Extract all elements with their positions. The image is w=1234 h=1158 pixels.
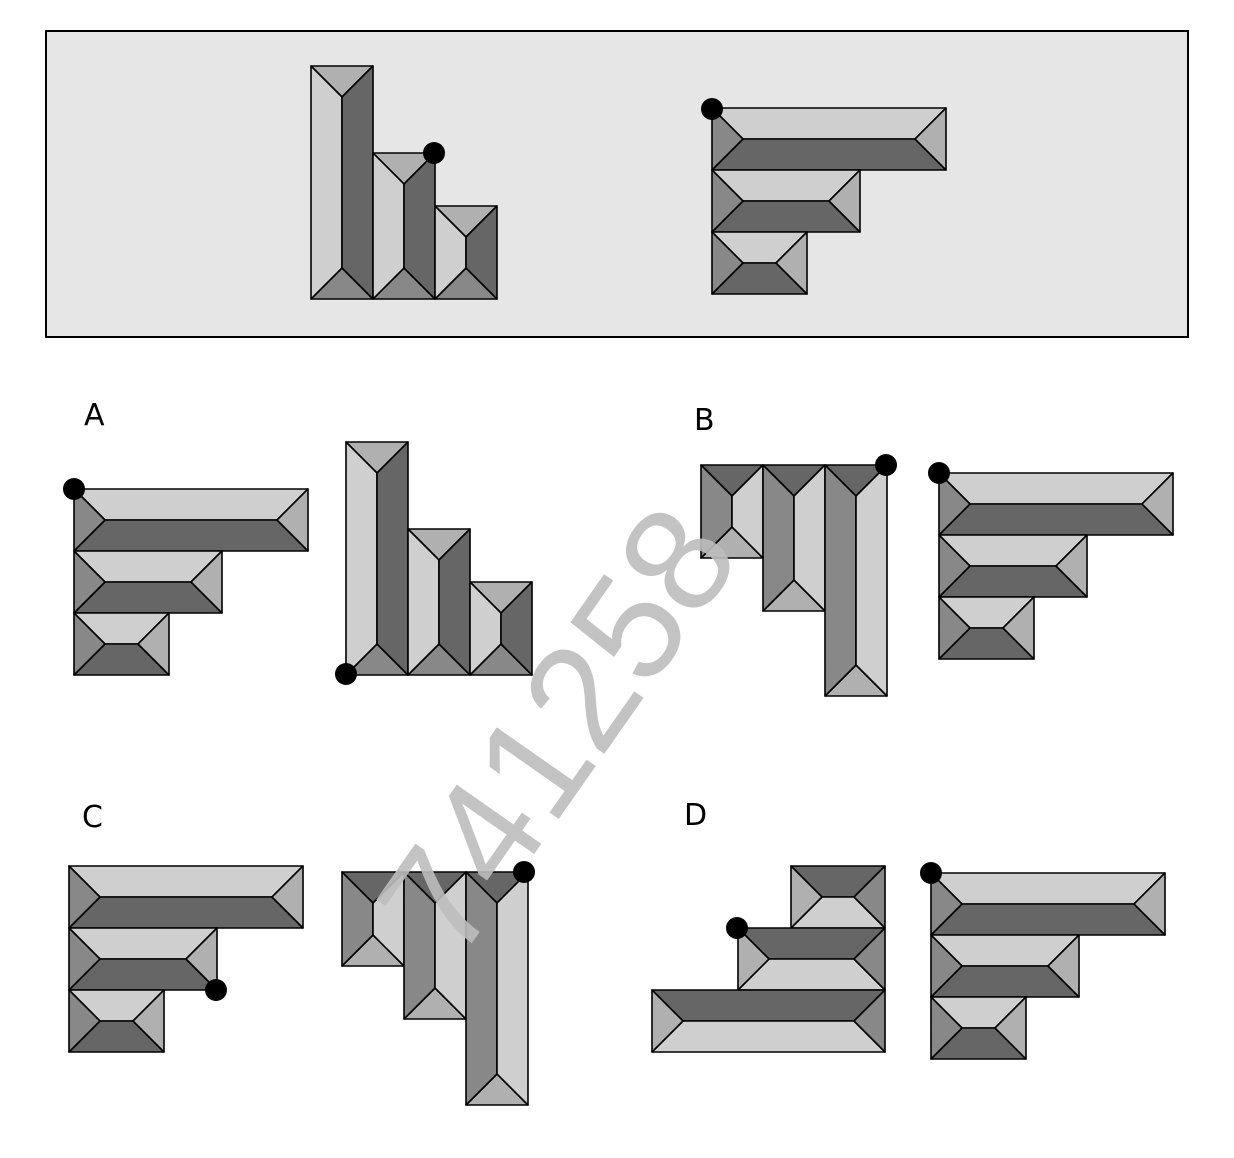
bevel-face [711,107,947,140]
bevel-face [938,472,971,536]
option-label-b[interactable]: B [694,403,715,438]
bevel-face [496,871,529,1106]
bevel-face [824,464,857,697]
bevel-face [737,927,770,991]
bevel-face [73,488,309,521]
bevel-face [651,989,684,1053]
bevel-face [711,169,744,233]
bevel-face [994,996,1027,1060]
bevel-face [930,872,1166,905]
bevel-face [930,996,963,1060]
bevel-face [938,596,971,660]
bevel-face [345,441,378,676]
bevel-face [68,896,304,929]
bevel-face [938,534,971,598]
bevel-face [930,934,963,998]
marker-dot [920,862,942,884]
bevel-face [465,205,498,300]
bevel-face [938,503,1174,536]
marker-dot [335,663,357,685]
bevel-face [1047,934,1080,998]
bevel-face [376,441,409,676]
bevel-face [1055,534,1088,598]
bevel-face [73,612,106,676]
option-c-figure-horizontal[interactable] [68,865,304,1053]
bevel-face [914,107,947,171]
option-d-figure-horizontal-2[interactable] [920,862,1166,1060]
bevel-face [651,1020,886,1053]
marker-dot [701,98,723,120]
bevel-face [711,231,744,295]
option-label-a[interactable]: A [84,398,105,433]
bevel-face [651,989,886,1022]
bevel-face [828,169,861,233]
marker-dot [928,462,950,484]
bevel-face [310,65,343,300]
marker-dot [63,478,85,500]
bevel-face [68,865,304,898]
question-panel [45,30,1189,338]
option-a-figure-vertical[interactable] [335,441,533,685]
option-b-figure-horizontal[interactable] [928,462,1174,660]
option-b-figure-vertical[interactable] [700,454,897,697]
bevel-face [68,927,101,991]
bevel-face [1133,872,1166,936]
bevel-face [790,865,823,929]
option-label-d[interactable]: D [684,798,707,833]
bevel-face [938,472,1174,505]
question-horizontal-figure [701,98,947,295]
bevel-face [68,865,101,929]
bevel-face [711,107,744,171]
bevel-face [68,989,101,1053]
bevel-face [73,519,309,552]
option-d-figure-horizontal[interactable] [651,865,886,1053]
bevel-face [853,927,886,991]
bevel-face [1002,596,1035,660]
bevel-face [73,488,106,552]
bevel-face [132,989,165,1053]
bevel-face [185,927,218,991]
bevel-face [775,231,808,295]
bevel-face [855,464,888,697]
bevel-face [853,865,886,929]
bevel-face [1141,472,1174,536]
option-a-figure-horizontal[interactable] [63,478,309,676]
bevel-face [853,989,886,1053]
marker-dot [875,454,897,476]
bevel-face [137,612,170,676]
bevel-face [711,138,947,171]
bevel-face [930,872,963,936]
bevel-face [276,488,309,552]
bevel-face [341,65,374,300]
bevel-face [930,903,1166,936]
marker-dot [205,979,227,1001]
bevel-face [73,550,106,614]
option-label-c[interactable]: C [82,800,103,835]
marker-dot [726,917,748,939]
bevel-face [271,865,304,929]
bevel-face [190,550,223,614]
question-vertical-figure [310,65,498,300]
option-c-figure-vertical[interactable] [341,861,535,1106]
marker-dot [513,861,535,883]
marker-dot [423,142,445,164]
bevel-face [500,581,533,676]
